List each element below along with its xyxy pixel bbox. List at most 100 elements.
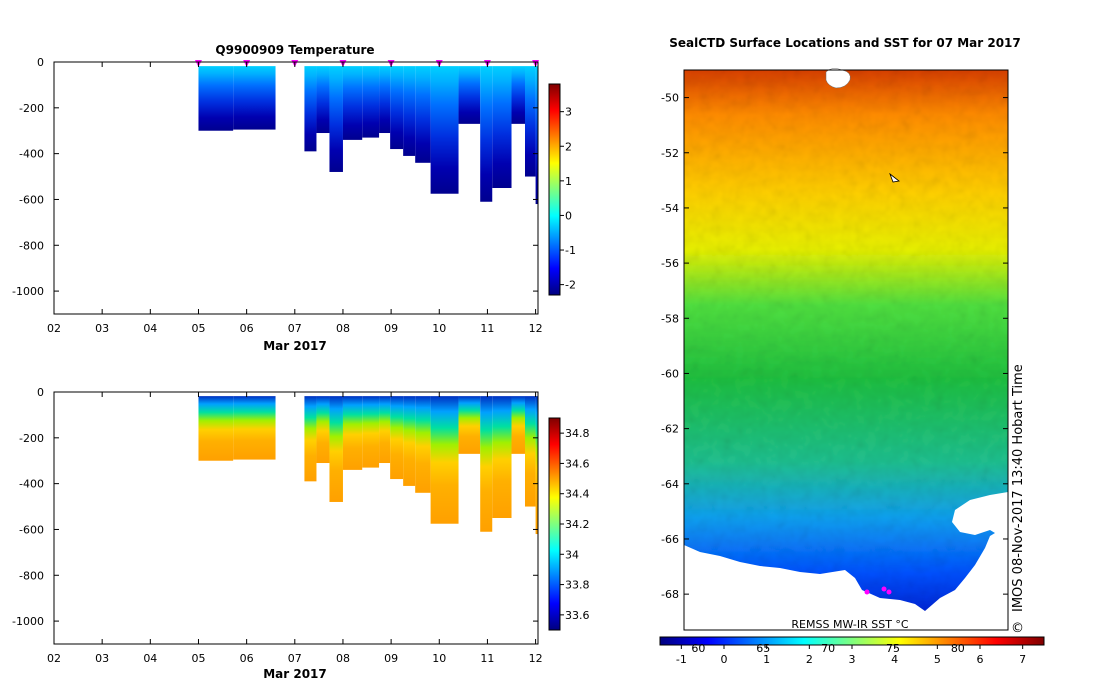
profile-column bbox=[480, 396, 493, 532]
colorbar-tick-label: 34.4 bbox=[565, 488, 590, 501]
x-tick-label: 04 bbox=[143, 652, 157, 665]
colorbar-tick-label: 34.2 bbox=[565, 518, 590, 531]
profile-column bbox=[304, 396, 317, 482]
profile-column bbox=[342, 66, 363, 140]
x-tick-label: 11 bbox=[480, 322, 494, 335]
profile-column bbox=[233, 396, 276, 460]
seal-location-marker bbox=[864, 589, 870, 595]
profile-column bbox=[342, 396, 363, 470]
x-tick-label: 05 bbox=[191, 322, 205, 335]
temperature-x-label: Mar 2017 bbox=[263, 339, 327, 353]
x-tick-label: 09 bbox=[384, 652, 398, 665]
x-tick-label: 04 bbox=[143, 322, 157, 335]
cursor-arrow-icon bbox=[889, 172, 900, 183]
profile-column bbox=[535, 396, 538, 535]
colorbar-tick-label: 33.6 bbox=[565, 609, 590, 622]
seal-location-marker bbox=[886, 589, 892, 595]
salinity-x-label: Mar 2017 bbox=[263, 667, 327, 681]
temperature-frame bbox=[53, 61, 539, 315]
colorbar-tick-label: -1 bbox=[565, 244, 576, 257]
colorbar-tick-label: 2 bbox=[565, 140, 572, 153]
profile-column bbox=[379, 66, 391, 134]
x-tick-label: 06 bbox=[240, 322, 254, 335]
colorbar-tick-label: 0 bbox=[721, 653, 728, 666]
x-tick-label: 07 bbox=[288, 322, 302, 335]
x-tick-label: 02 bbox=[47, 322, 61, 335]
temperature-title: Q9900909 Temperature bbox=[215, 43, 374, 57]
profile-column bbox=[362, 66, 380, 138]
y-tick-label: -800 bbox=[19, 569, 44, 582]
antarctic-land bbox=[684, 528, 1008, 630]
profile-column bbox=[511, 396, 525, 454]
y-tick-label: -64 bbox=[661, 478, 679, 491]
colorbar-tick-label: 1 bbox=[763, 653, 770, 666]
x-tick-label: 09 bbox=[384, 322, 398, 335]
profile-column bbox=[198, 396, 234, 461]
colorbar-tick-label: 4 bbox=[891, 653, 898, 666]
salinity-panel: 0 -200 -400 -600 -800 -1000 02 03 04 05 06 07 08 09 1… bbox=[12, 386, 589, 681]
y-tick-label: -600 bbox=[19, 193, 44, 206]
x-tick-label: 10 bbox=[432, 652, 446, 665]
seal-location-markers bbox=[864, 586, 892, 595]
x-tick-label: 12 bbox=[529, 652, 543, 665]
profile-column bbox=[362, 396, 380, 468]
y-tick-label: -58 bbox=[661, 312, 679, 325]
colorbar-tick-label: -1 bbox=[676, 653, 687, 666]
temperature-panel: Q9900909 Temperature 0 -200 -400 -600 -800 -1… bbox=[12, 43, 576, 353]
salinity-x-ticks: 02 03 04 05 06 07 08 09 10 11 12 bbox=[47, 392, 543, 665]
colorbar-overlay-label: 60 bbox=[691, 642, 705, 655]
salinity-frame bbox=[53, 391, 539, 645]
profile-column bbox=[329, 396, 343, 502]
profile-column bbox=[480, 66, 493, 202]
x-tick-label: 12 bbox=[529, 322, 543, 335]
sst-source-label: REMSS MW-IR SST °C bbox=[791, 618, 909, 631]
y-tick-label: -600 bbox=[19, 523, 44, 536]
temperature-colorbar-ticks: 3 2 1 0 -1 -2 bbox=[560, 106, 576, 292]
profile-column bbox=[430, 396, 459, 524]
land-mask-north bbox=[825, 68, 851, 89]
temperature-y-ticks: 0 -200 -400 -600 -800 -1000 bbox=[12, 56, 538, 298]
colorbar-overlay-label: 65 bbox=[756, 642, 770, 655]
y-tick-label: -200 bbox=[19, 432, 44, 445]
profile-column bbox=[390, 66, 404, 150]
colorbar-tick-label: 3 bbox=[565, 106, 572, 119]
colorbar-tick-label: 33.8 bbox=[565, 579, 590, 592]
profile-column bbox=[403, 66, 416, 156]
profile-column bbox=[458, 396, 481, 454]
colorbar-tick-label: 34.8 bbox=[565, 427, 590, 440]
profile-column bbox=[379, 396, 391, 464]
y-tick-label: -400 bbox=[19, 478, 44, 491]
y-tick-label: -50 bbox=[661, 92, 679, 105]
coastal-ice-patch bbox=[952, 492, 1008, 540]
profile-column bbox=[511, 66, 525, 124]
sst-field bbox=[684, 70, 1008, 630]
colorbar-tick-label: 6 bbox=[977, 653, 984, 666]
y-tick-label: -400 bbox=[19, 148, 44, 161]
colorbar-tick-label: 34 bbox=[565, 548, 579, 561]
profile-column bbox=[329, 66, 343, 172]
y-tick-label: -800 bbox=[19, 239, 44, 252]
imos-timestamp: IMOS 08-Nov-2017 13:40 Hobart Time bbox=[1011, 364, 1026, 612]
colorbar-tick-label: -2 bbox=[565, 279, 576, 292]
profile-column bbox=[458, 66, 481, 124]
x-tick-label: 11 bbox=[480, 652, 494, 665]
y-tick-label: -1000 bbox=[12, 615, 44, 628]
y-tick-label: -68 bbox=[661, 588, 679, 601]
seal-location-marker bbox=[881, 586, 887, 592]
salinity-y-ticks: 0 -200 -400 -600 -800 -1000 bbox=[12, 386, 538, 628]
profile-column bbox=[430, 66, 459, 194]
sst-map-title: SealCTD Surface Locations and SST for 07… bbox=[669, 36, 1021, 50]
sst-colorbar bbox=[659, 636, 1045, 646]
y-tick-label: -60 bbox=[661, 367, 679, 380]
colorbar-tick-label: 7 bbox=[1019, 653, 1026, 666]
colorbar-overlay-label: 80 bbox=[951, 642, 965, 655]
y-tick-label: -52 bbox=[661, 147, 679, 160]
temperature-plot-area bbox=[194, 60, 540, 205]
profile-column bbox=[535, 66, 538, 205]
x-tick-label: 07 bbox=[288, 652, 302, 665]
colorbar-tick-label: 2 bbox=[806, 653, 813, 666]
colorbar-overlay-label: 70 bbox=[821, 642, 835, 655]
temperature-colorbar bbox=[548, 83, 561, 296]
x-tick-label: 03 bbox=[95, 652, 109, 665]
